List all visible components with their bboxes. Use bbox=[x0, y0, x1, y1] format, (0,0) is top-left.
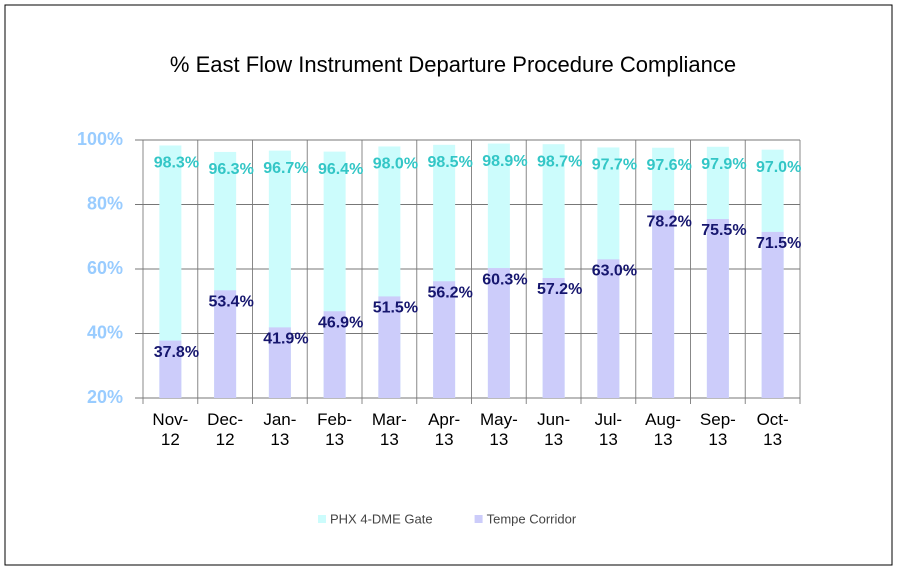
value-label: 97.6% bbox=[646, 157, 691, 174]
value-label: 37.8% bbox=[154, 344, 199, 361]
x-tick-label: May-13 bbox=[479, 410, 518, 449]
value-label: 41.9% bbox=[263, 331, 308, 348]
x-tick-label: Oct-13 bbox=[756, 410, 789, 449]
chart-title: % East Flow Instrument Departure Procedu… bbox=[170, 52, 736, 77]
x-tick-label: Feb-13 bbox=[317, 410, 353, 449]
value-label: 97.7% bbox=[592, 157, 637, 174]
legend-label: PHX 4-DME Gate bbox=[330, 511, 433, 526]
bar bbox=[323, 311, 346, 398]
value-label: 98.3% bbox=[154, 155, 199, 172]
legend-swatch bbox=[318, 515, 326, 523]
y-tick-label: 100% bbox=[77, 129, 123, 149]
value-label: 63.0% bbox=[592, 263, 637, 280]
bar bbox=[652, 210, 675, 398]
value-label: 46.9% bbox=[318, 314, 363, 331]
bar bbox=[597, 259, 620, 398]
bar bbox=[433, 281, 456, 398]
x-tick-label: Jan-13 bbox=[263, 410, 297, 449]
value-label: 60.3% bbox=[482, 271, 527, 288]
bar bbox=[214, 290, 237, 398]
legend-swatch bbox=[474, 515, 483, 523]
value-label: 98.5% bbox=[427, 154, 472, 171]
value-label: 98.0% bbox=[373, 156, 418, 173]
bar bbox=[542, 278, 565, 398]
legend-label: Tempe Corridor bbox=[487, 511, 577, 526]
x-tick-label: Jul-13 bbox=[594, 410, 623, 449]
y-tick-label: 80% bbox=[87, 193, 123, 213]
y-tick-label: 60% bbox=[87, 258, 123, 278]
value-label: 53.4% bbox=[208, 294, 253, 311]
value-label: 96.3% bbox=[208, 161, 253, 178]
bar bbox=[159, 145, 182, 398]
value-label: 96.4% bbox=[318, 161, 363, 178]
value-label: 78.2% bbox=[646, 214, 691, 231]
value-label: 98.9% bbox=[482, 153, 527, 170]
bar bbox=[706, 219, 729, 398]
x-tick-label: Mar-13 bbox=[371, 410, 407, 449]
value-label: 56.2% bbox=[427, 284, 472, 301]
y-tick-label: 40% bbox=[87, 322, 123, 342]
x-tick-label: Aug-13 bbox=[645, 410, 682, 449]
bar bbox=[761, 231, 784, 398]
bar bbox=[487, 268, 510, 398]
value-label: 57.2% bbox=[537, 281, 582, 298]
bar bbox=[159, 340, 182, 398]
x-tick-label: Nov-12 bbox=[152, 410, 189, 449]
bar bbox=[378, 296, 401, 398]
x-tick-label: Dec-12 bbox=[207, 410, 244, 449]
x-tick-label: Apr-13 bbox=[428, 410, 461, 449]
x-tick-label: Sep-13 bbox=[699, 410, 736, 449]
y-tick-label: 20% bbox=[87, 387, 123, 407]
value-label: 71.5% bbox=[756, 235, 801, 252]
value-label: 75.5% bbox=[701, 222, 746, 239]
value-label: 98.7% bbox=[537, 153, 582, 170]
x-tick-label: Jun-13 bbox=[537, 410, 571, 449]
value-label: 96.7% bbox=[263, 160, 308, 177]
bar bbox=[268, 327, 291, 398]
value-label: 51.5% bbox=[373, 300, 418, 317]
value-label: 97.0% bbox=[756, 159, 801, 176]
value-label: 97.9% bbox=[701, 156, 746, 173]
